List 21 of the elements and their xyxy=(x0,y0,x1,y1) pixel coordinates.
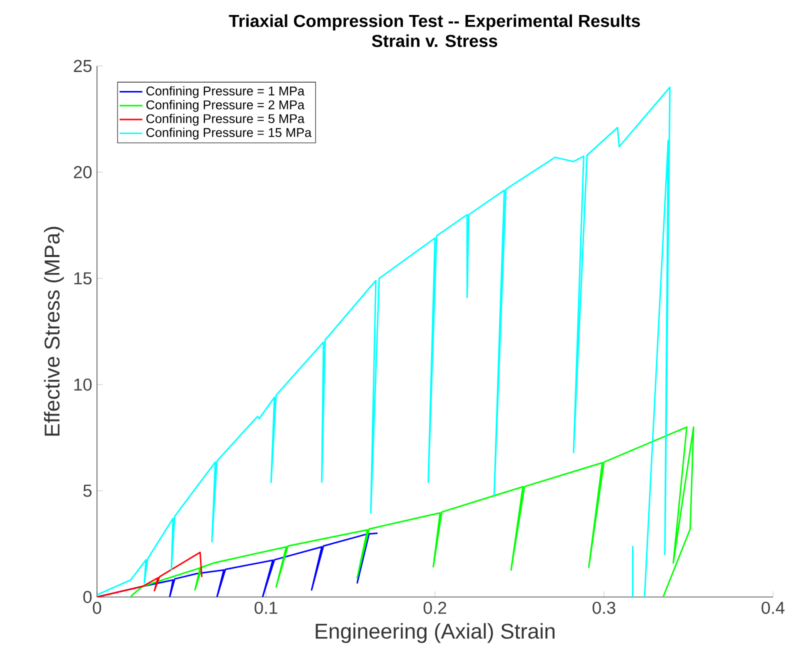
x-tick-label: 0.1 xyxy=(254,602,278,614)
legend-label: Confining Pressure = 15 MPa xyxy=(146,128,312,140)
x-tick-label: 0 xyxy=(92,602,102,614)
y-tick-label: 20 xyxy=(74,166,92,178)
x-tick-label: 0.2 xyxy=(424,602,446,614)
line-series xyxy=(130,426,694,597)
y-axis-title: Effective Stress (MPa) xyxy=(44,226,64,436)
x-axis-title: Engineering (Axial) Strain xyxy=(316,623,554,644)
legend-label: Confining Pressure = 5 MPa xyxy=(146,114,305,126)
y-tick-label: 15 xyxy=(74,272,92,284)
legend-label: Confining Pressure = 1 MPa xyxy=(146,86,305,98)
y-tick-label: 0 xyxy=(83,590,92,604)
y-tick-label: 10 xyxy=(74,378,92,391)
y-tick-label: 25 xyxy=(74,60,92,72)
line-series xyxy=(97,552,203,597)
x-tick-label: 0.3 xyxy=(592,602,616,614)
chart-subtitle: Strain v. Stress xyxy=(372,34,498,48)
chart-title: Triaxial Compression Test -- Experimental Results xyxy=(228,14,640,31)
x-tick-label: 0.4 xyxy=(762,602,785,614)
y-tick-label: 5 xyxy=(83,484,92,497)
legend-label: Confining Pressure = 2 MPa xyxy=(146,100,305,112)
